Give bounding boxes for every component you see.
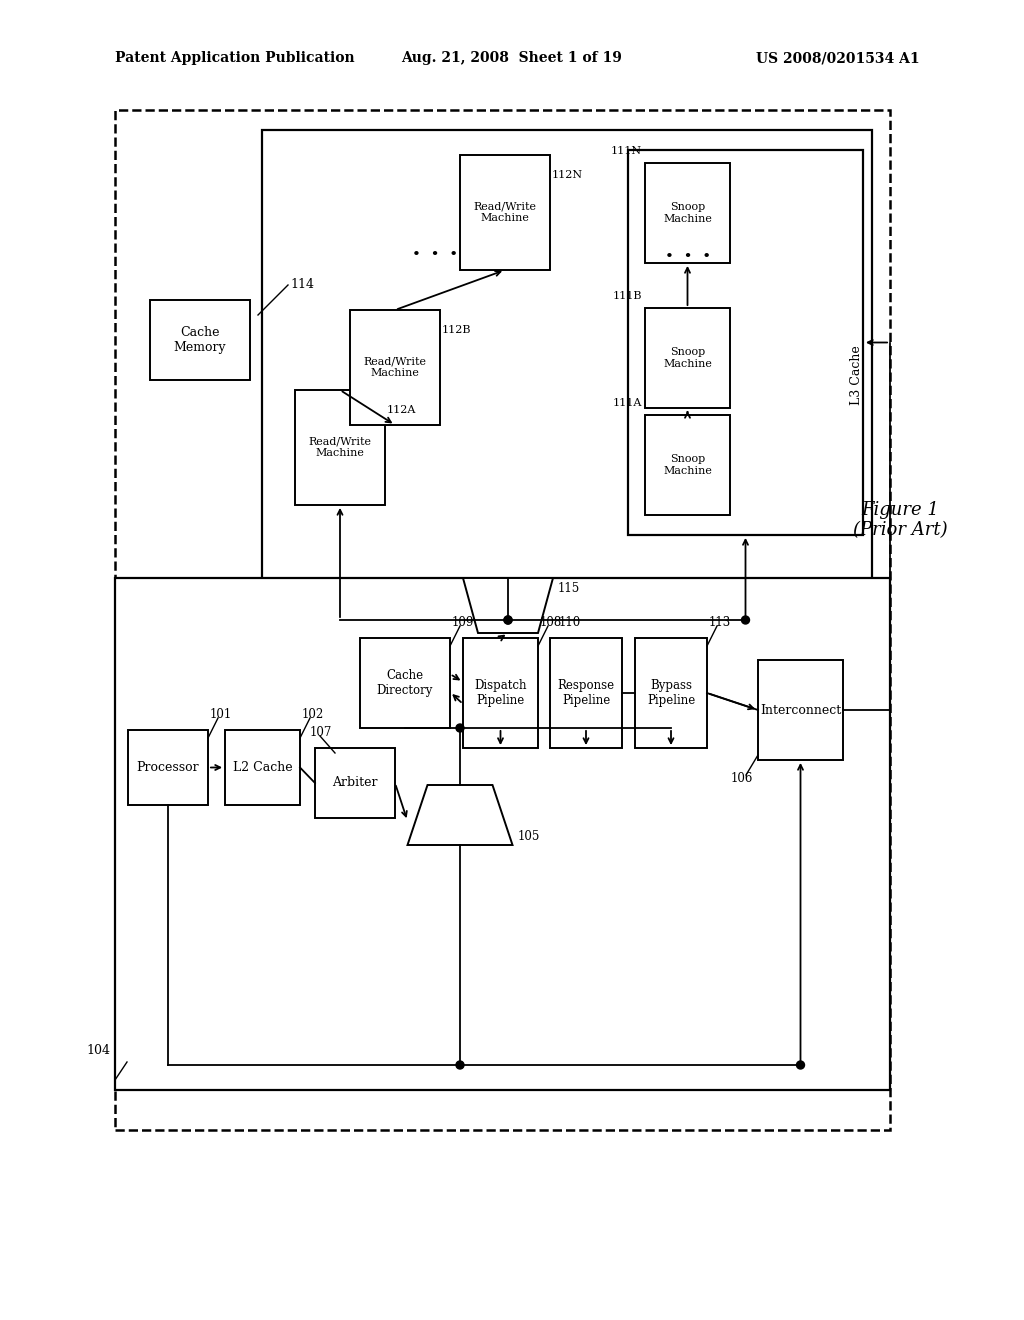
Text: 105: 105 [517, 830, 540, 843]
FancyBboxPatch shape [758, 660, 843, 760]
Text: •  •  •: • • • [665, 249, 711, 264]
Circle shape [797, 1061, 805, 1069]
Circle shape [504, 616, 512, 624]
Text: L3 Cache: L3 Cache [851, 345, 863, 405]
FancyBboxPatch shape [460, 154, 550, 271]
FancyBboxPatch shape [295, 389, 385, 506]
Text: 110: 110 [559, 616, 581, 630]
Text: 111A: 111A [612, 399, 642, 408]
Text: Read/Write
Machine: Read/Write Machine [473, 202, 537, 223]
Polygon shape [463, 578, 553, 634]
FancyBboxPatch shape [645, 162, 730, 263]
FancyBboxPatch shape [225, 730, 300, 805]
Text: Cache
Directory: Cache Directory [377, 669, 433, 697]
Text: 112B: 112B [442, 325, 471, 335]
Text: L2 Cache: L2 Cache [232, 762, 292, 774]
Text: Arbiter: Arbiter [332, 776, 378, 789]
Text: Aug. 21, 2008  Sheet 1 of 19: Aug. 21, 2008 Sheet 1 of 19 [401, 51, 623, 65]
FancyBboxPatch shape [128, 730, 208, 805]
FancyBboxPatch shape [315, 748, 395, 818]
FancyBboxPatch shape [262, 129, 872, 620]
Text: 112N: 112N [552, 170, 583, 180]
Text: 106: 106 [731, 771, 753, 784]
Text: 104: 104 [86, 1044, 110, 1056]
Text: Interconnect: Interconnect [760, 704, 841, 717]
FancyBboxPatch shape [150, 300, 250, 380]
Text: Snoop
Machine: Snoop Machine [664, 202, 712, 224]
Text: Patent Application Publication: Patent Application Publication [115, 51, 354, 65]
FancyBboxPatch shape [115, 110, 890, 1130]
Text: •  •  •: • • • [412, 248, 458, 261]
Polygon shape [408, 785, 512, 845]
Text: 114: 114 [290, 279, 314, 292]
FancyBboxPatch shape [360, 638, 450, 729]
FancyBboxPatch shape [350, 310, 440, 425]
Text: Response
Pipeline: Response Pipeline [557, 678, 614, 708]
Circle shape [504, 616, 512, 624]
FancyBboxPatch shape [115, 578, 890, 1090]
Text: 115: 115 [558, 582, 581, 594]
FancyBboxPatch shape [628, 150, 863, 535]
Circle shape [456, 723, 464, 733]
Text: Cache
Memory: Cache Memory [174, 326, 226, 354]
Circle shape [456, 1061, 464, 1069]
Text: Processor: Processor [136, 762, 200, 774]
Text: US 2008/0201534 A1: US 2008/0201534 A1 [757, 51, 920, 65]
Text: 102: 102 [302, 709, 325, 722]
Text: Dispatch
Pipeline: Dispatch Pipeline [474, 678, 526, 708]
Text: 113: 113 [709, 616, 731, 630]
FancyBboxPatch shape [550, 638, 622, 748]
FancyBboxPatch shape [645, 414, 730, 515]
Text: Snoop
Machine: Snoop Machine [664, 454, 712, 475]
Circle shape [741, 616, 750, 624]
Text: Figure 1
(Prior Art): Figure 1 (Prior Art) [853, 500, 947, 540]
Text: Read/Write
Machine: Read/Write Machine [364, 356, 427, 379]
Text: Bypass
Pipeline: Bypass Pipeline [647, 678, 695, 708]
Text: 112A: 112A [387, 405, 417, 414]
FancyBboxPatch shape [635, 638, 707, 748]
Text: 109: 109 [452, 616, 474, 630]
FancyBboxPatch shape [645, 308, 730, 408]
Text: Snoop
Machine: Snoop Machine [664, 347, 712, 368]
Text: 101: 101 [210, 709, 232, 722]
FancyBboxPatch shape [463, 638, 538, 748]
Text: 108: 108 [540, 616, 562, 630]
Text: 111N: 111N [611, 147, 642, 156]
Text: Read/Write
Machine: Read/Write Machine [308, 437, 372, 458]
Text: 107: 107 [310, 726, 333, 739]
Text: 111B: 111B [612, 290, 642, 301]
